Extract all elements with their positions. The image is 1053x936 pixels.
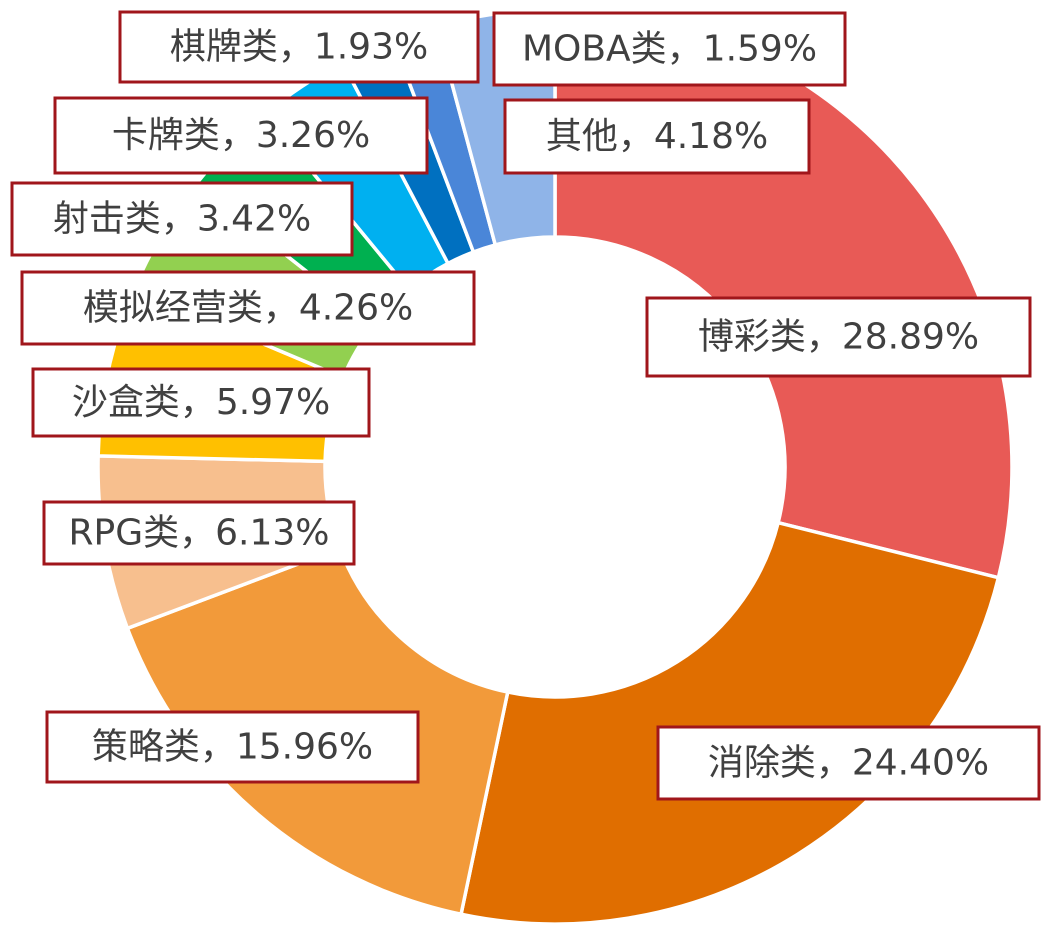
data-label-3: 策略类，15.96% xyxy=(45,710,420,784)
data-label-11: 其他，4.18% xyxy=(503,98,811,175)
data-label-text: 射击类，3.42% xyxy=(53,199,311,240)
data-label-box xyxy=(53,96,429,175)
data-label-7: 射击类，3.42% xyxy=(10,181,354,257)
data-label-box xyxy=(645,296,1032,378)
data-label-text: 消除类，24.40% xyxy=(708,743,989,784)
data-label-box xyxy=(656,725,1041,801)
data-label-box xyxy=(31,367,371,438)
data-label-box xyxy=(20,270,476,346)
data-label-box xyxy=(42,500,356,566)
data-label-1: 博彩类，28.89% xyxy=(645,296,1032,378)
data-label-box xyxy=(45,710,420,784)
data-label-box xyxy=(503,98,811,175)
data-label-2: 消除类，24.40% xyxy=(656,725,1041,801)
data-label-5: 沙盒类，5.97% xyxy=(31,367,371,438)
data-label-text: 其他，4.18% xyxy=(546,116,768,157)
slice-2 xyxy=(459,520,1001,926)
data-label-6: 模拟经营类，4.26% xyxy=(20,270,476,346)
data-label-9: 棋牌类，1.93% xyxy=(118,10,480,84)
data-label-text: 策略类，15.96% xyxy=(92,727,373,768)
data-label-box xyxy=(118,10,480,84)
data-label-text: MOBA类，1.59% xyxy=(522,29,817,70)
data-label-text: 模拟经营类，4.26% xyxy=(83,288,413,329)
data-label-text: 沙盒类，5.97% xyxy=(72,382,330,423)
data-label-10: MOBA类，1.59% xyxy=(492,11,847,87)
data-label-text: 博彩类，28.89% xyxy=(698,317,979,358)
data-label-box xyxy=(492,11,847,87)
labels-group: 博彩类，28.89% 消除类，24.40% 策略类，15.96% RPG类，6.13%… xyxy=(10,10,1041,801)
data-label-box xyxy=(10,181,354,257)
slice-1 xyxy=(553,8,1014,580)
data-label-8: 卡牌类，3.26% xyxy=(53,96,429,175)
data-label-text: RPG类，6.13% xyxy=(69,513,330,554)
data-label-text: 卡牌类，3.26% xyxy=(112,115,370,156)
data-label-text: 棋牌类，1.93% xyxy=(170,27,428,68)
data-label-4: RPG类，6.13% xyxy=(42,500,356,566)
